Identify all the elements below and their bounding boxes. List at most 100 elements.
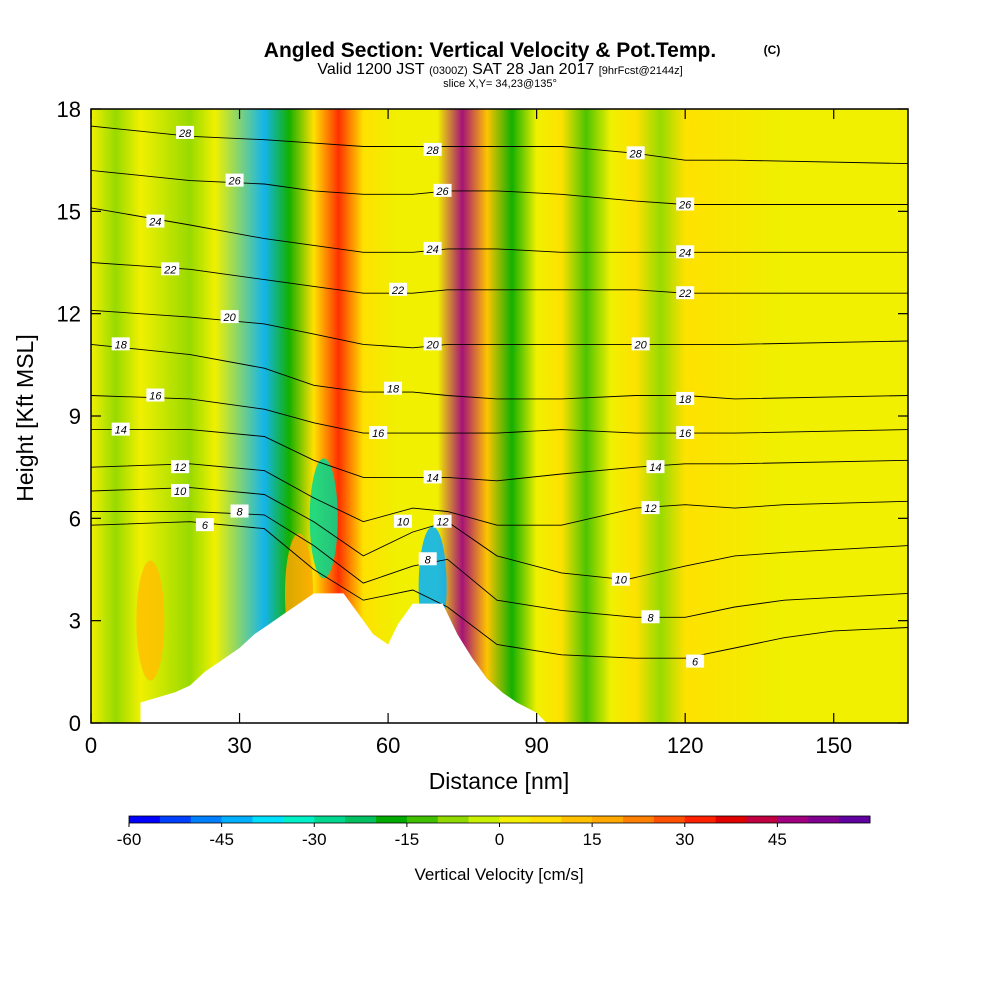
colorbar-tick-label: -45 <box>209 830 234 849</box>
colorbar-swatch <box>592 816 624 823</box>
x-tick-label: 30 <box>227 733 251 758</box>
isentrope-label: 10 <box>174 486 187 498</box>
colorbar-swatch <box>777 816 809 823</box>
isentrope-label-box <box>388 282 407 296</box>
isentrope-label: 14 <box>427 472 439 484</box>
slice-info: slice X,Y= 34,23@135° <box>443 78 557 90</box>
colorbar-swatch <box>376 816 408 823</box>
y-tick-label: 0 <box>69 711 81 736</box>
isentrope-label-box <box>676 426 695 440</box>
isentrope-label: 12 <box>644 503 656 515</box>
y-tick-label: 18 <box>57 97 81 122</box>
chart-subtitle: Valid 1200 JST (0300Z) SAT 28 Jan 2017 [… <box>317 61 682 78</box>
isentrope-label-box <box>195 518 214 532</box>
isentrope-label: 8 <box>236 507 243 519</box>
colorbar-swatch <box>684 816 717 823</box>
isentrope-label: 26 <box>678 200 692 212</box>
y-tick-label: 6 <box>69 506 81 531</box>
isentrope-label: 26 <box>227 176 241 188</box>
isentrope-10 <box>91 487 908 581</box>
isentrope-label-box <box>433 183 452 197</box>
isentrope-label: 18 <box>679 394 692 406</box>
isentrope-label-box <box>626 146 645 160</box>
isentrope-label: 20 <box>633 339 647 351</box>
isentrope-label-box <box>676 197 695 211</box>
colorbar-swatch <box>808 816 840 823</box>
isentrope-8 <box>91 511 908 618</box>
isentrope-label-box <box>686 654 705 668</box>
isentrope-label-box <box>225 173 244 187</box>
isentrope-label-box <box>171 484 190 498</box>
isentrope-label-box <box>676 391 695 405</box>
colorbar-swatch <box>190 816 223 823</box>
isentrope-label-box <box>146 388 165 402</box>
isentrope-label: 22 <box>163 264 176 276</box>
x-axis-label: Distance [nm] <box>429 768 570 794</box>
isentrope-label: 14 <box>649 462 661 474</box>
colorbar-swatch <box>561 816 593 823</box>
colorbar-swatch <box>623 816 655 823</box>
velocity-feature-3 <box>136 560 165 681</box>
isentrope-label-box <box>220 310 239 324</box>
isentrope-label-box <box>423 142 442 156</box>
isentrope-label: 18 <box>387 384 400 396</box>
isentrope-12 <box>91 463 908 526</box>
isentrope-label-box <box>423 241 442 255</box>
x-tick-label: 0 <box>85 733 97 758</box>
isentrope-label: 22 <box>391 285 404 297</box>
x-axis-ticks: 0 30 60 90 120 150 <box>85 109 852 758</box>
colorbar-swatch <box>252 816 284 823</box>
isentrope-label: 28 <box>178 128 192 140</box>
isentrope-label-box <box>111 337 130 351</box>
isentrope-14 <box>91 429 908 482</box>
isentrope-label: 14 <box>115 425 127 437</box>
isentrope-label-box <box>393 514 412 528</box>
isentrope-label: 8 <box>425 554 432 566</box>
y-tick-label: 3 <box>69 609 81 634</box>
isentrope-6 <box>91 521 908 659</box>
chart-title: Angled Section: Vertical Velocity & Pot.… <box>264 39 716 62</box>
isentrope-label: 6 <box>692 657 699 669</box>
isentrope-28 <box>91 125 908 165</box>
isentrope-label: 24 <box>678 247 691 259</box>
isentrope-label: 22 <box>678 288 691 300</box>
isentrope-label-box <box>433 514 452 528</box>
velocity-field-columns <box>91 109 908 723</box>
colorbar-title: Vertical Velocity [cm/s] <box>414 865 583 884</box>
isentrope-label-box <box>230 504 249 518</box>
isentrope-label-box <box>676 286 695 300</box>
colorbar-swatch <box>345 816 377 823</box>
isentrope-label-box <box>423 470 442 484</box>
isentrope-label: 10 <box>397 517 410 529</box>
forecast-info: [9hrFcst@2144z] <box>599 65 683 77</box>
isentrope-label: 28 <box>629 148 643 160</box>
colorbar-swatch <box>839 816 871 823</box>
x-tick-label: 60 <box>376 733 400 758</box>
isentrope-label-box <box>369 426 388 440</box>
colorbar-swatch <box>221 816 253 823</box>
plot-area: 6 6 8 8 8 10 10 10 12 12 12 14 14 14 16 16 16 18 18 18 20 20 2… <box>91 109 908 723</box>
isentrope-label-box <box>423 337 442 351</box>
colorbar-swatch <box>129 816 161 823</box>
colorbar-swatch <box>530 816 562 823</box>
isentrope-label: 20 <box>426 339 440 351</box>
isentrope-label-box <box>646 460 665 474</box>
isentrope-label: 26 <box>435 186 449 198</box>
isentrope-label: 16 <box>679 428 692 440</box>
isentrope-label-box <box>161 262 180 276</box>
valid-time-zulu: (0300Z) <box>429 65 468 77</box>
isentrope-label: 8 <box>647 612 654 624</box>
colorbar-tick-label: -60 <box>117 830 142 849</box>
y-tick-label: 12 <box>57 302 81 327</box>
isentrope-label: 20 <box>223 312 237 324</box>
colorbar-swatch <box>314 816 346 823</box>
potential-temperature-contours: 6 6 8 8 8 10 10 10 12 12 12 14 14 14 16 16 16 18 18 18 20 20 2… <box>91 125 908 669</box>
isentrope-label: 12 <box>174 462 186 474</box>
x-tick-label: 120 <box>667 733 704 758</box>
isentrope-label-box <box>418 552 437 566</box>
colorbar-tick-label: 15 <box>583 830 602 849</box>
isentrope-label: 28 <box>426 145 440 157</box>
isentrope-label-box <box>676 245 695 259</box>
colorbar-tick-label: -30 <box>302 830 327 849</box>
